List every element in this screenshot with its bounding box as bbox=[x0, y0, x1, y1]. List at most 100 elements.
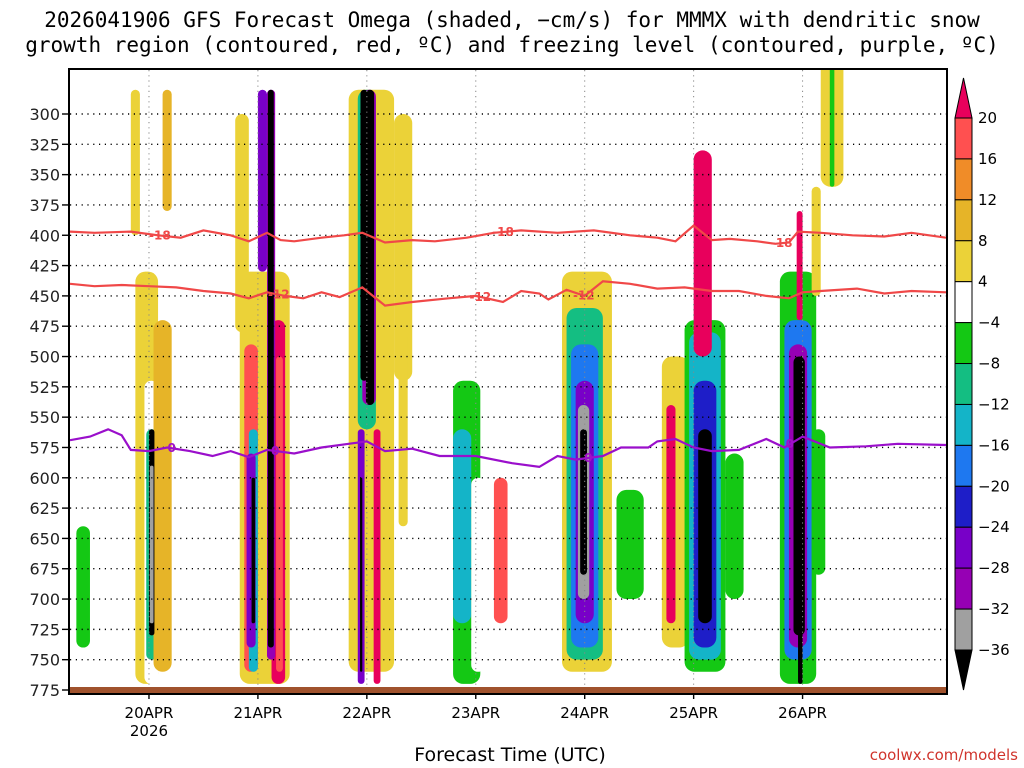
colorbar-segment bbox=[954, 444, 973, 487]
omega-cell bbox=[471, 477, 485, 672]
omega-cell bbox=[130, 89, 140, 236]
omega-cell bbox=[257, 89, 267, 272]
y-tick-label: 575 bbox=[29, 438, 60, 457]
omega-cell bbox=[360, 477, 363, 672]
colorbar-label: −20 bbox=[978, 477, 1010, 495]
omega-cell bbox=[580, 429, 587, 575]
y-tick-label: 625 bbox=[29, 499, 60, 518]
omega-cell bbox=[162, 89, 172, 212]
colorbar-label: −32 bbox=[978, 600, 1010, 618]
omega-cell bbox=[696, 162, 708, 333]
colorbar-segment bbox=[954, 403, 973, 446]
colorbar-segment bbox=[954, 199, 973, 242]
omega-cell bbox=[811, 429, 826, 575]
x-tick-label: 23APR bbox=[451, 704, 500, 722]
y-tick-label: 475 bbox=[29, 317, 60, 336]
omega-cell bbox=[149, 465, 154, 624]
x-tick-label: 26APR bbox=[778, 704, 827, 722]
omega-cell bbox=[394, 114, 413, 381]
colorbar-segment bbox=[954, 485, 973, 528]
contour-label: -18 bbox=[149, 228, 171, 242]
contour-label: 0 bbox=[786, 437, 794, 451]
y-tick-label: 450 bbox=[29, 287, 60, 306]
contour-line-dgz-12 bbox=[70, 280, 946, 307]
omega-cell bbox=[373, 429, 381, 684]
y-tick-label: 650 bbox=[29, 529, 60, 548]
colorbar-segment bbox=[954, 567, 973, 610]
omega-cell bbox=[798, 477, 803, 684]
credit-link[interactable]: coolwx.com/models bbox=[869, 746, 1018, 764]
omega-cell bbox=[360, 89, 368, 381]
x-tick-label: 25APR bbox=[669, 704, 718, 722]
x-tick-label: 20APR bbox=[125, 704, 174, 722]
omega-cell bbox=[616, 489, 644, 600]
y-tick-label: 675 bbox=[29, 560, 60, 579]
colorbar-label: 4 bbox=[978, 273, 988, 291]
omega-cell bbox=[267, 89, 274, 648]
y-tick-label: 325 bbox=[29, 135, 60, 154]
omega-cell bbox=[251, 477, 256, 624]
contour-line-dgz-18 bbox=[70, 224, 946, 245]
omega-cell bbox=[398, 332, 408, 527]
omega-cell bbox=[235, 114, 249, 333]
contour-label: -12 bbox=[268, 288, 290, 302]
colorbar-label: −12 bbox=[978, 395, 1010, 413]
y-tick-label: 400 bbox=[29, 226, 60, 245]
colorbar-segment bbox=[954, 77, 973, 119]
contour-label: 0 bbox=[167, 441, 175, 455]
colorbar-label: 16 bbox=[978, 150, 997, 168]
omega-cell bbox=[453, 429, 472, 624]
contour-label: -18 bbox=[492, 225, 514, 239]
omega-cell bbox=[811, 186, 821, 296]
x-tick-label: 22APR bbox=[342, 704, 391, 722]
colorbar-label: −4 bbox=[978, 314, 1000, 332]
colorbar-label: −36 bbox=[978, 641, 1010, 659]
contour-label: 0 bbox=[584, 451, 592, 465]
y-axis: 300 325 350 375 400 425 450 475 500 525 550 575 600 6… bbox=[29, 105, 70, 700]
contour-label: -18 bbox=[771, 236, 793, 250]
x-tick-sublabel: 2026 bbox=[130, 722, 168, 740]
colorbar-label: −24 bbox=[978, 518, 1010, 536]
colorbar-segment bbox=[954, 363, 973, 405]
omega-cell bbox=[698, 429, 712, 624]
y-tick-label: 725 bbox=[29, 620, 60, 639]
omega-cell bbox=[493, 477, 508, 624]
y-tick-label: 750 bbox=[29, 651, 60, 670]
grid-lines bbox=[70, 70, 946, 693]
y-tick-label: 525 bbox=[29, 378, 60, 397]
y-tick-label: 700 bbox=[29, 590, 60, 609]
colorbar-label: −16 bbox=[978, 436, 1010, 454]
y-tick-label: 300 bbox=[29, 105, 60, 124]
omega-cell bbox=[76, 526, 90, 648]
contour-label: -12 bbox=[469, 290, 491, 304]
colorbar-segment bbox=[954, 240, 973, 283]
x-axis-title: Forecast Time (UTC) bbox=[414, 744, 606, 766]
colorbar: 20 16 12 8 4 −4 −8 −12 −16 −20 −24 −28 −32 −36 bbox=[954, 77, 1010, 691]
colorbar-segment bbox=[954, 158, 973, 201]
colorbar-segment bbox=[954, 322, 973, 365]
colorbar-label: 12 bbox=[978, 191, 997, 209]
y-tick-label: 375 bbox=[29, 196, 60, 215]
chart-title: 2026041906 GFS Forecast Omega (shaded, −… bbox=[25, 8, 999, 57]
contour-label: 0 bbox=[271, 444, 279, 458]
omega-cell bbox=[276, 356, 283, 672]
colorbar-segment bbox=[954, 649, 973, 691]
y-tick-label: 500 bbox=[29, 348, 60, 367]
contour-line-freezing-0 bbox=[70, 428, 946, 469]
omega-cell bbox=[725, 453, 744, 600]
x-tick-label: 21APR bbox=[233, 704, 282, 722]
surface-terrain bbox=[70, 687, 946, 693]
omega-cell bbox=[666, 405, 676, 624]
colorbar-segment bbox=[954, 281, 973, 324]
contour-layer: -18 -18 -18 -12 -12 -12 0 0 0 0 bbox=[70, 224, 946, 469]
omega-cell bbox=[153, 320, 172, 672]
x-tick-label: 24APR bbox=[560, 704, 609, 722]
colorbar-label: −28 bbox=[978, 559, 1010, 577]
omega-field bbox=[76, 70, 844, 684]
colorbar-label: −8 bbox=[978, 355, 1000, 373]
colorbar-segment bbox=[954, 608, 973, 651]
y-tick-label: 600 bbox=[29, 469, 60, 488]
colorbar-segment bbox=[954, 526, 973, 569]
y-tick-label: 425 bbox=[29, 257, 60, 276]
